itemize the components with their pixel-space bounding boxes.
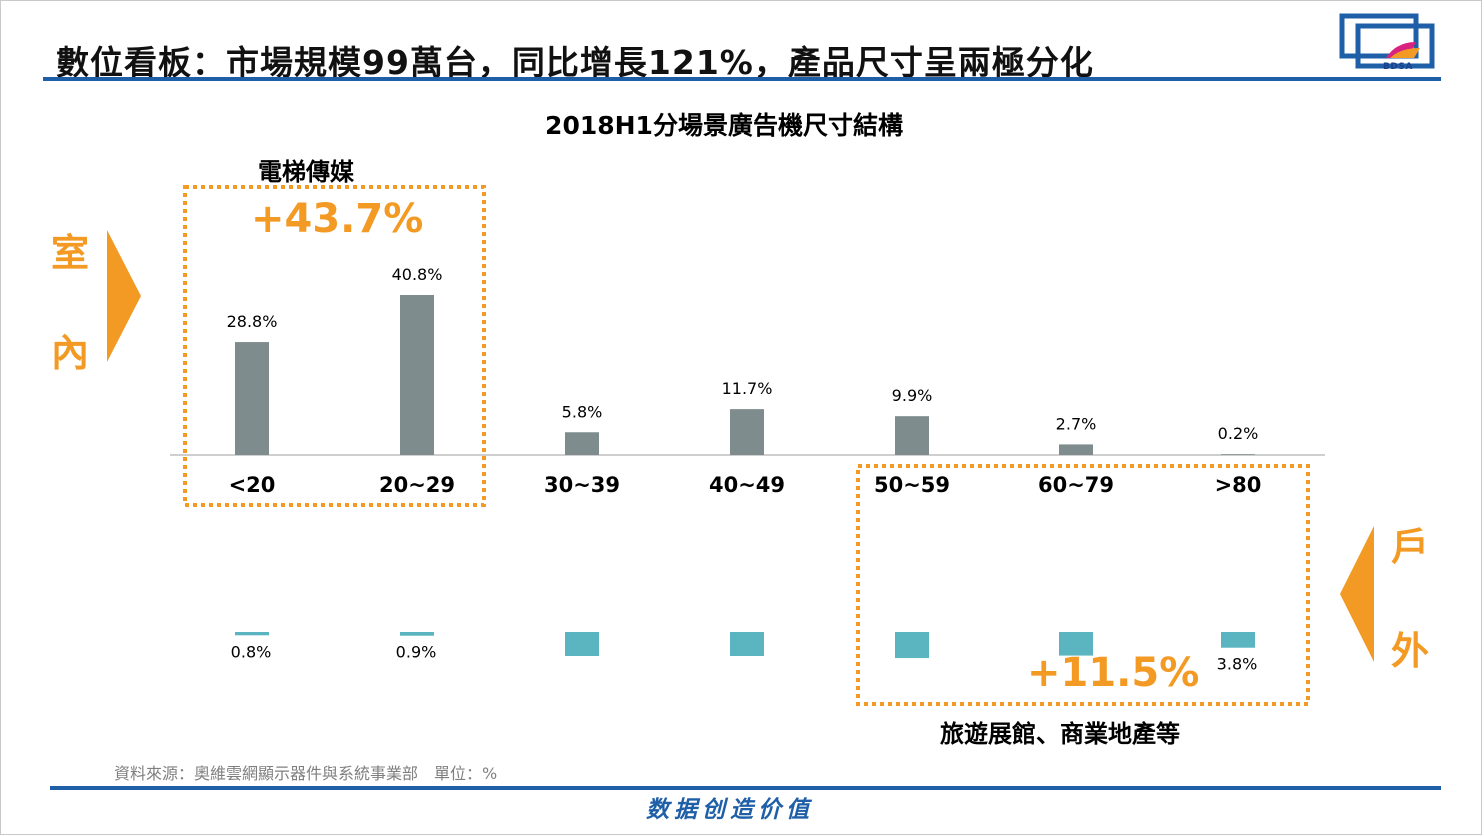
outdoor-callout-box <box>856 464 1310 706</box>
indoor-label-char-1: 室 <box>50 231 89 275</box>
indoor-arrow-icon <box>107 230 141 362</box>
indoor-bar <box>730 409 764 455</box>
indoor-bar <box>400 295 434 455</box>
title-underline <box>43 77 1441 81</box>
x-tick-label: 50~59 <box>874 473 950 497</box>
chart-title: 2018H1分場景廣告機尺寸結構 <box>545 111 903 140</box>
outdoor-label-char-1: 戶 <box>1390 525 1429 569</box>
outdoor-bar <box>565 632 599 656</box>
x-tick-label: 40~49 <box>709 473 785 497</box>
x-tick-label: 20~29 <box>379 473 455 497</box>
indoor-callout-box <box>183 185 486 507</box>
outdoor-bar-label: 3.8% <box>1217 655 1258 674</box>
indoor-bar-label: 11.7% <box>722 379 773 398</box>
outdoor-growth: +11.5% <box>1027 650 1200 696</box>
page-title: 數位看板：市場規模99萬台，同比增長121%，產品尺寸呈兩極分化 <box>56 43 1094 82</box>
outdoor-box-label: 旅遊展館、商業地產等 <box>940 720 1180 748</box>
indoor-bar <box>1059 444 1093 455</box>
outdoor-bar <box>895 632 929 659</box>
outdoor-bar <box>235 632 269 636</box>
outdoor-label-char-2: 外 <box>1390 629 1429 673</box>
indoor-bar-label: 0.2% <box>1218 424 1259 443</box>
indoor-bar-label: 2.7% <box>1056 414 1097 433</box>
indoor-bar-label: 28.8% <box>227 312 278 331</box>
outdoor-bar <box>1221 632 1255 648</box>
indoor-bar-label: 5.8% <box>562 402 603 421</box>
x-tick-label: 30~39 <box>544 473 620 497</box>
outdoor-bar <box>400 632 434 636</box>
outdoor-bar-label: 0.9% <box>396 643 437 662</box>
indoor-bar-label: 9.9% <box>892 386 933 405</box>
outdoor-bar-label: 0.8% <box>231 642 272 661</box>
x-tick-label: <20 <box>229 473 276 497</box>
outdoor-bar <box>730 632 764 656</box>
outdoor-arrow-icon <box>1340 526 1374 662</box>
indoor-bar <box>235 342 269 455</box>
footer-rule <box>50 786 1441 790</box>
slogan: 数据创造价值 <box>646 796 814 823</box>
x-tick-label: 60~79 <box>1038 473 1114 497</box>
indoor-bar <box>1221 454 1255 455</box>
indoor-bar-label: 40.8% <box>392 265 443 284</box>
x-tick-label: >80 <box>1215 473 1262 497</box>
bdsa-logo <box>1339 13 1435 69</box>
indoor-label-char-2: 內 <box>50 331 89 375</box>
logo-text: BDSA <box>1383 62 1413 72</box>
indoor-box-label: 電梯傳媒 <box>258 158 354 186</box>
indoor-growth: +43.7% <box>251 196 424 242</box>
outdoor-bar <box>1059 632 1093 656</box>
indoor-bar <box>895 416 929 455</box>
source-note: 資料來源：奧維雲網顯示器件與系統事業部 單位：% <box>114 764 498 783</box>
indoor-bar <box>565 432 599 455</box>
